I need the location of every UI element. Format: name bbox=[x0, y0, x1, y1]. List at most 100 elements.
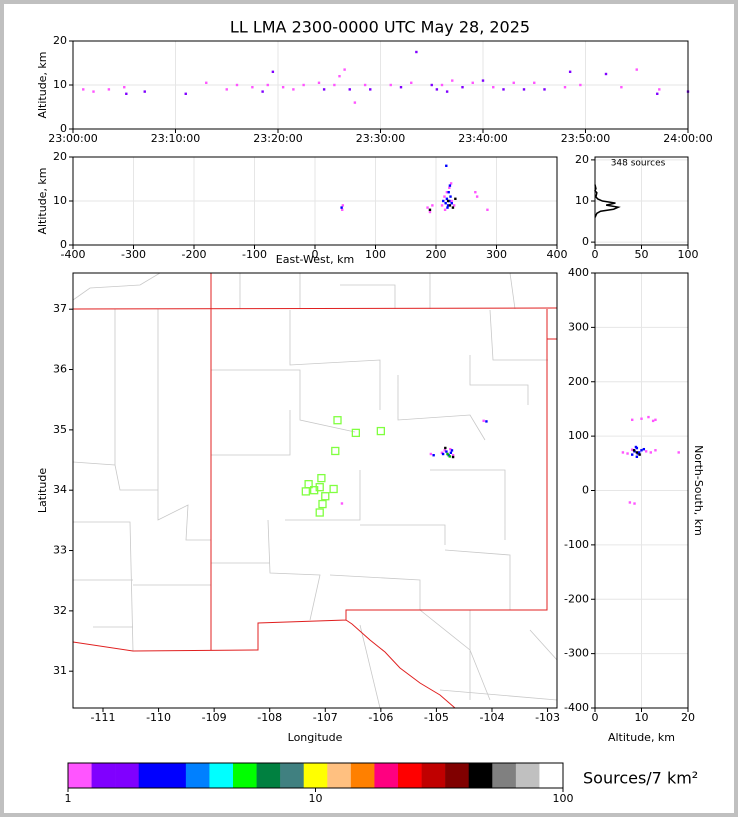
x-tick-label: -200 bbox=[182, 248, 207, 261]
y-tick-label: 31 bbox=[53, 664, 67, 677]
source-point bbox=[107, 88, 111, 91]
source-point bbox=[486, 208, 489, 211]
source-point bbox=[445, 90, 449, 93]
source-point bbox=[654, 418, 657, 422]
source-point bbox=[333, 83, 336, 87]
source-point bbox=[440, 204, 444, 207]
source-point bbox=[475, 195, 479, 198]
source-point bbox=[654, 449, 657, 452]
map-outlines bbox=[73, 273, 557, 708]
source-point bbox=[471, 81, 474, 84]
x-tick-label: 100 bbox=[553, 792, 574, 805]
y-tick-label: -400 bbox=[564, 701, 589, 714]
source-point bbox=[443, 195, 446, 198]
source-point bbox=[341, 208, 344, 211]
source-point bbox=[338, 75, 341, 78]
source-point bbox=[92, 90, 95, 93]
source-point bbox=[449, 195, 452, 198]
source-point bbox=[428, 210, 432, 214]
x-tick-label: 300 bbox=[486, 248, 507, 261]
x-tick-label: 100 bbox=[365, 248, 386, 261]
colorbar-label: Sources/7 km² bbox=[583, 769, 698, 788]
source-point bbox=[474, 191, 477, 194]
x-tick-label: 23:40:00 bbox=[458, 132, 507, 145]
x-tick-label: -300 bbox=[121, 248, 146, 261]
station bbox=[315, 483, 324, 492]
x-tick-label: 23:30:00 bbox=[356, 132, 405, 145]
source-point bbox=[440, 83, 444, 87]
source-point bbox=[235, 83, 239, 87]
colorbar-cell bbox=[209, 763, 234, 788]
source-point bbox=[389, 83, 392, 87]
source-point bbox=[82, 88, 85, 91]
source-point bbox=[637, 451, 641, 454]
source-point bbox=[184, 92, 187, 95]
source-point bbox=[640, 449, 643, 452]
source-point bbox=[461, 86, 464, 89]
y-tick-label: 20 bbox=[53, 150, 67, 163]
source-point bbox=[446, 199, 450, 203]
source-point bbox=[628, 501, 632, 504]
source-point bbox=[426, 206, 429, 209]
source-point bbox=[677, 451, 680, 454]
colorbar-cell bbox=[445, 763, 470, 788]
x-tick-label: 10 bbox=[635, 711, 649, 724]
y-tick-label: 36 bbox=[53, 363, 67, 376]
y-tick-label: -300 bbox=[564, 647, 589, 660]
source-point bbox=[448, 184, 452, 187]
x-tick-label: 100 bbox=[678, 248, 699, 261]
source-point bbox=[631, 453, 634, 456]
source-point bbox=[621, 451, 625, 454]
source-point bbox=[340, 206, 343, 209]
source-point bbox=[454, 197, 457, 200]
x-tick-label: -103 bbox=[535, 711, 560, 724]
source-point bbox=[522, 88, 526, 91]
source-point bbox=[448, 186, 451, 189]
source-point bbox=[635, 455, 639, 458]
source-point bbox=[123, 86, 126, 89]
source-point bbox=[443, 208, 447, 211]
chart-title: LL LMA 2300-0000 UTC May 28, 2025 bbox=[230, 18, 530, 37]
y-tick-label: 20 bbox=[53, 34, 67, 47]
y-tick-label: 10 bbox=[53, 194, 67, 207]
colorbar-cell bbox=[138, 763, 163, 788]
y-tick-label: 300 bbox=[568, 320, 589, 333]
colorbar-cell bbox=[515, 763, 540, 788]
x-tick-label: -105 bbox=[424, 711, 449, 724]
source-point bbox=[512, 81, 515, 84]
x-tick-label: -110 bbox=[146, 711, 171, 724]
x-tick-label: -109 bbox=[202, 711, 227, 724]
x-tick-label: -106 bbox=[368, 711, 393, 724]
source-point bbox=[432, 454, 435, 457]
source-point bbox=[451, 455, 455, 459]
source-point bbox=[568, 70, 572, 73]
source-point bbox=[644, 450, 648, 453]
source-point bbox=[579, 83, 582, 87]
colorbar-cell bbox=[280, 763, 305, 788]
x-tick-label: 23:00:00 bbox=[48, 132, 97, 145]
plot-frame bbox=[594, 272, 689, 709]
source-point bbox=[445, 197, 449, 200]
y-axis-label: Latitude bbox=[36, 468, 49, 514]
source-point bbox=[428, 208, 432, 211]
y-tick-label: 400 bbox=[568, 266, 589, 279]
y-axis-label: North-South, km bbox=[692, 445, 705, 536]
source-point bbox=[261, 90, 264, 93]
plot-frame bbox=[72, 40, 689, 130]
y-tick-label: 10 bbox=[53, 78, 67, 91]
source-point bbox=[452, 204, 456, 207]
source-point bbox=[445, 191, 449, 194]
x-tick-label: 50 bbox=[635, 248, 649, 261]
source-point bbox=[317, 81, 321, 84]
source-point bbox=[445, 164, 448, 167]
source-point bbox=[302, 83, 305, 87]
x-tick-label: -400 bbox=[61, 248, 86, 261]
source-point bbox=[635, 68, 638, 71]
colorbar-cell bbox=[398, 763, 422, 788]
source-point bbox=[448, 199, 451, 203]
source-point bbox=[448, 455, 451, 458]
source-point bbox=[450, 199, 453, 203]
y-tick-label: -200 bbox=[564, 592, 589, 605]
